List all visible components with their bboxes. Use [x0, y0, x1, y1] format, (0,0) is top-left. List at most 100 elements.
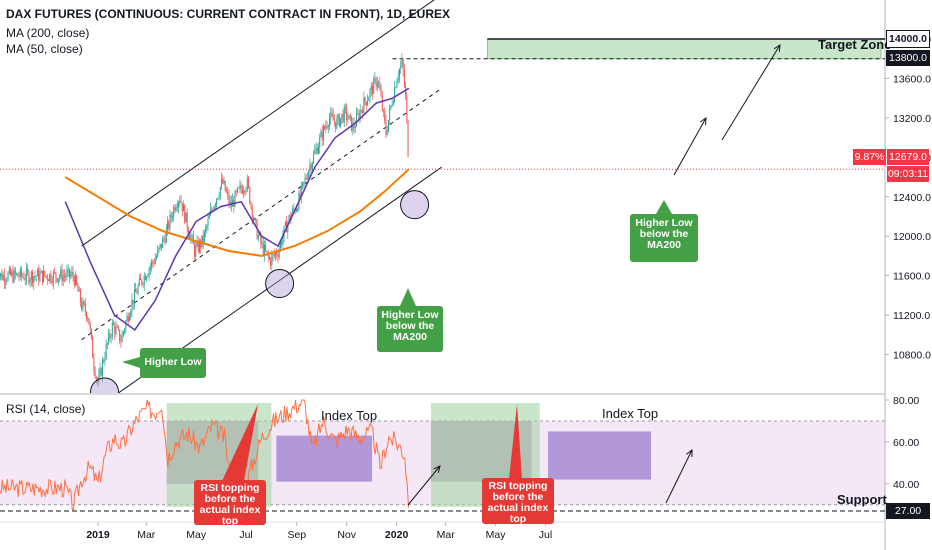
candle-body	[101, 360, 103, 376]
candle-body	[171, 217, 173, 219]
candle-body	[108, 332, 110, 343]
candle-body	[329, 118, 331, 127]
candle-body	[349, 115, 351, 117]
candle-body	[14, 269, 16, 275]
candle-body	[308, 170, 310, 179]
candle-body	[98, 374, 100, 383]
chart-title: DAX FUTURES (CONTINUOUS: CURRENT CONTRAC…	[6, 7, 450, 21]
price-pane[interactable]	[0, 0, 885, 419]
candle-body	[99, 368, 101, 375]
candle-body	[293, 208, 295, 210]
candle-body	[221, 179, 223, 187]
candle-body	[256, 221, 258, 239]
candle-body	[106, 342, 108, 345]
candle-body	[306, 178, 308, 180]
candle-body	[54, 272, 56, 273]
candle-body	[130, 311, 132, 317]
candle-body	[300, 185, 302, 197]
candle-body	[358, 113, 360, 120]
candle-body	[124, 329, 126, 332]
candle-body	[223, 180, 225, 184]
candle-body	[63, 275, 65, 277]
candle-body	[84, 304, 86, 313]
candle-body	[363, 97, 365, 114]
candle-body	[48, 279, 50, 282]
projection-arrow-1	[673, 117, 707, 176]
candle-body	[151, 261, 153, 267]
current-price-label: 12679.0	[887, 149, 929, 165]
rsi-legend[interactable]: RSI (14, close)	[6, 402, 86, 416]
candle-body	[9, 268, 11, 275]
candle-body	[200, 240, 202, 248]
candle-body	[235, 191, 237, 193]
candle-body	[79, 289, 81, 303]
candle-body	[392, 101, 394, 106]
target-zone-label: Target Zone	[818, 37, 892, 52]
candle-body	[196, 241, 198, 246]
candle-body	[320, 131, 322, 137]
candle-body	[132, 299, 134, 305]
candle-body	[78, 289, 80, 292]
candle-body	[175, 207, 177, 211]
candle-body	[314, 150, 316, 154]
higher-low-callout-2: Higher Low below the MA200	[377, 306, 443, 352]
candle-body	[95, 377, 97, 379]
candle-body	[348, 115, 350, 120]
candle-body	[344, 106, 346, 108]
candle-body	[153, 262, 155, 264]
candle-body	[302, 182, 304, 186]
candle-body	[228, 193, 230, 204]
candle-body	[203, 231, 205, 243]
candle-body	[116, 327, 118, 328]
candle-body	[147, 275, 149, 277]
candle-body	[278, 248, 280, 257]
higher-low-callout-1: Higher Low	[140, 348, 206, 378]
candle-body	[225, 190, 227, 193]
candle-body	[337, 114, 339, 119]
candle-body	[227, 192, 229, 194]
candle-body	[168, 221, 170, 229]
candle-body	[33, 276, 35, 283]
candle-body	[71, 271, 73, 275]
ma200-legend[interactable]: MA (200, close)	[6, 26, 90, 40]
candle-body	[313, 153, 315, 163]
candle-body	[148, 268, 150, 276]
callout-pointer-1	[122, 357, 140, 368]
candle-body	[187, 228, 189, 235]
candle-body	[222, 179, 224, 184]
time-tick-label-4: Sep	[287, 529, 306, 541]
candle-body	[351, 116, 353, 131]
candle-body	[197, 241, 199, 252]
candle-body	[272, 254, 274, 256]
candle-body	[277, 255, 279, 257]
candle-body	[216, 198, 218, 205]
candle-body	[198, 240, 200, 252]
candle-body	[184, 205, 186, 223]
rsi-tick-label-40: 40.00	[893, 479, 919, 491]
candle-body	[352, 123, 354, 131]
candle-body	[39, 273, 41, 281]
candle-body	[353, 123, 355, 128]
candle-body	[386, 131, 388, 135]
time-tick-label-2: May	[186, 529, 207, 541]
candle-body	[17, 273, 19, 277]
candle-body	[35, 276, 37, 277]
candle-body	[169, 214, 171, 229]
candle-body	[295, 209, 297, 212]
candle-body	[338, 114, 340, 127]
candle-body	[224, 180, 226, 191]
candle-body	[214, 204, 216, 207]
candle-body	[374, 78, 376, 80]
candle-body	[81, 302, 83, 310]
candle-body	[369, 89, 371, 98]
candle-body	[310, 164, 312, 170]
percent-change-label: 9.87%	[853, 149, 886, 165]
candle-body	[24, 279, 26, 280]
candle-body	[367, 100, 369, 105]
candle-body	[152, 261, 154, 263]
ma50-legend[interactable]: MA (50, close)	[6, 42, 83, 56]
candle-body	[49, 273, 51, 282]
price-tick-label-13200: 13200.0	[893, 113, 931, 125]
candle-body	[354, 126, 356, 128]
